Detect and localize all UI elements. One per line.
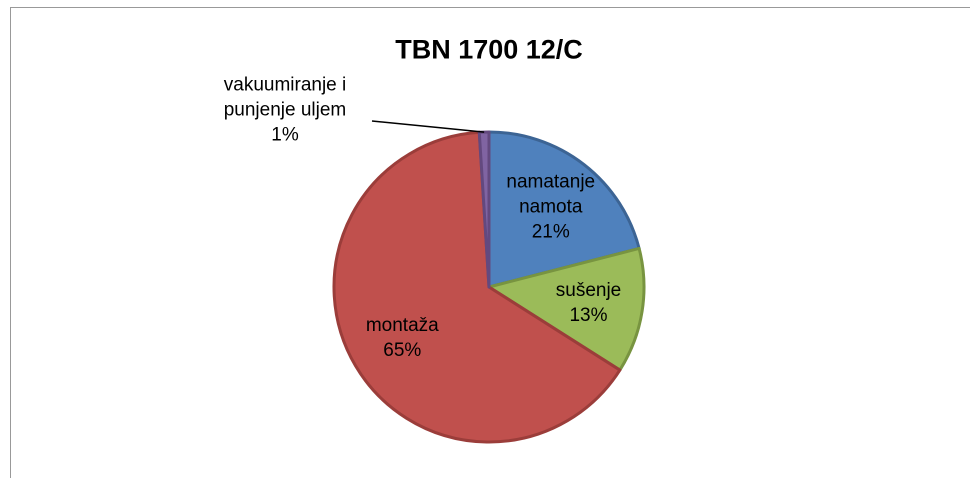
data-label: namatanje namota 21%: [488, 170, 613, 245]
slice-name: sušenje: [555, 279, 622, 301]
slice-name: vakuumiranje i punjenje uljem: [223, 74, 347, 121]
chart-title: TBN 1700 12/C: [395, 34, 583, 65]
data-label: sušenje 13%: [526, 278, 651, 328]
pie-slice: [487, 130, 641, 289]
slice-percent: 13%: [569, 304, 608, 326]
data-label: vakuumiranje i punjenje uljem 1%: [190, 73, 380, 148]
data-label: montaža 65%: [340, 313, 465, 363]
slice-percent: 1%: [271, 124, 299, 146]
leader-line: [371, 120, 485, 133]
pie-slice: [332, 130, 622, 444]
chart-frame: [10, 7, 970, 478]
slice-percent: 65%: [383, 340, 422, 362]
slice-name: montaža: [365, 315, 439, 337]
slice-percent: 21%: [531, 221, 570, 243]
pie-slice: [487, 246, 646, 372]
slice-name: namatanje namota: [506, 171, 596, 218]
